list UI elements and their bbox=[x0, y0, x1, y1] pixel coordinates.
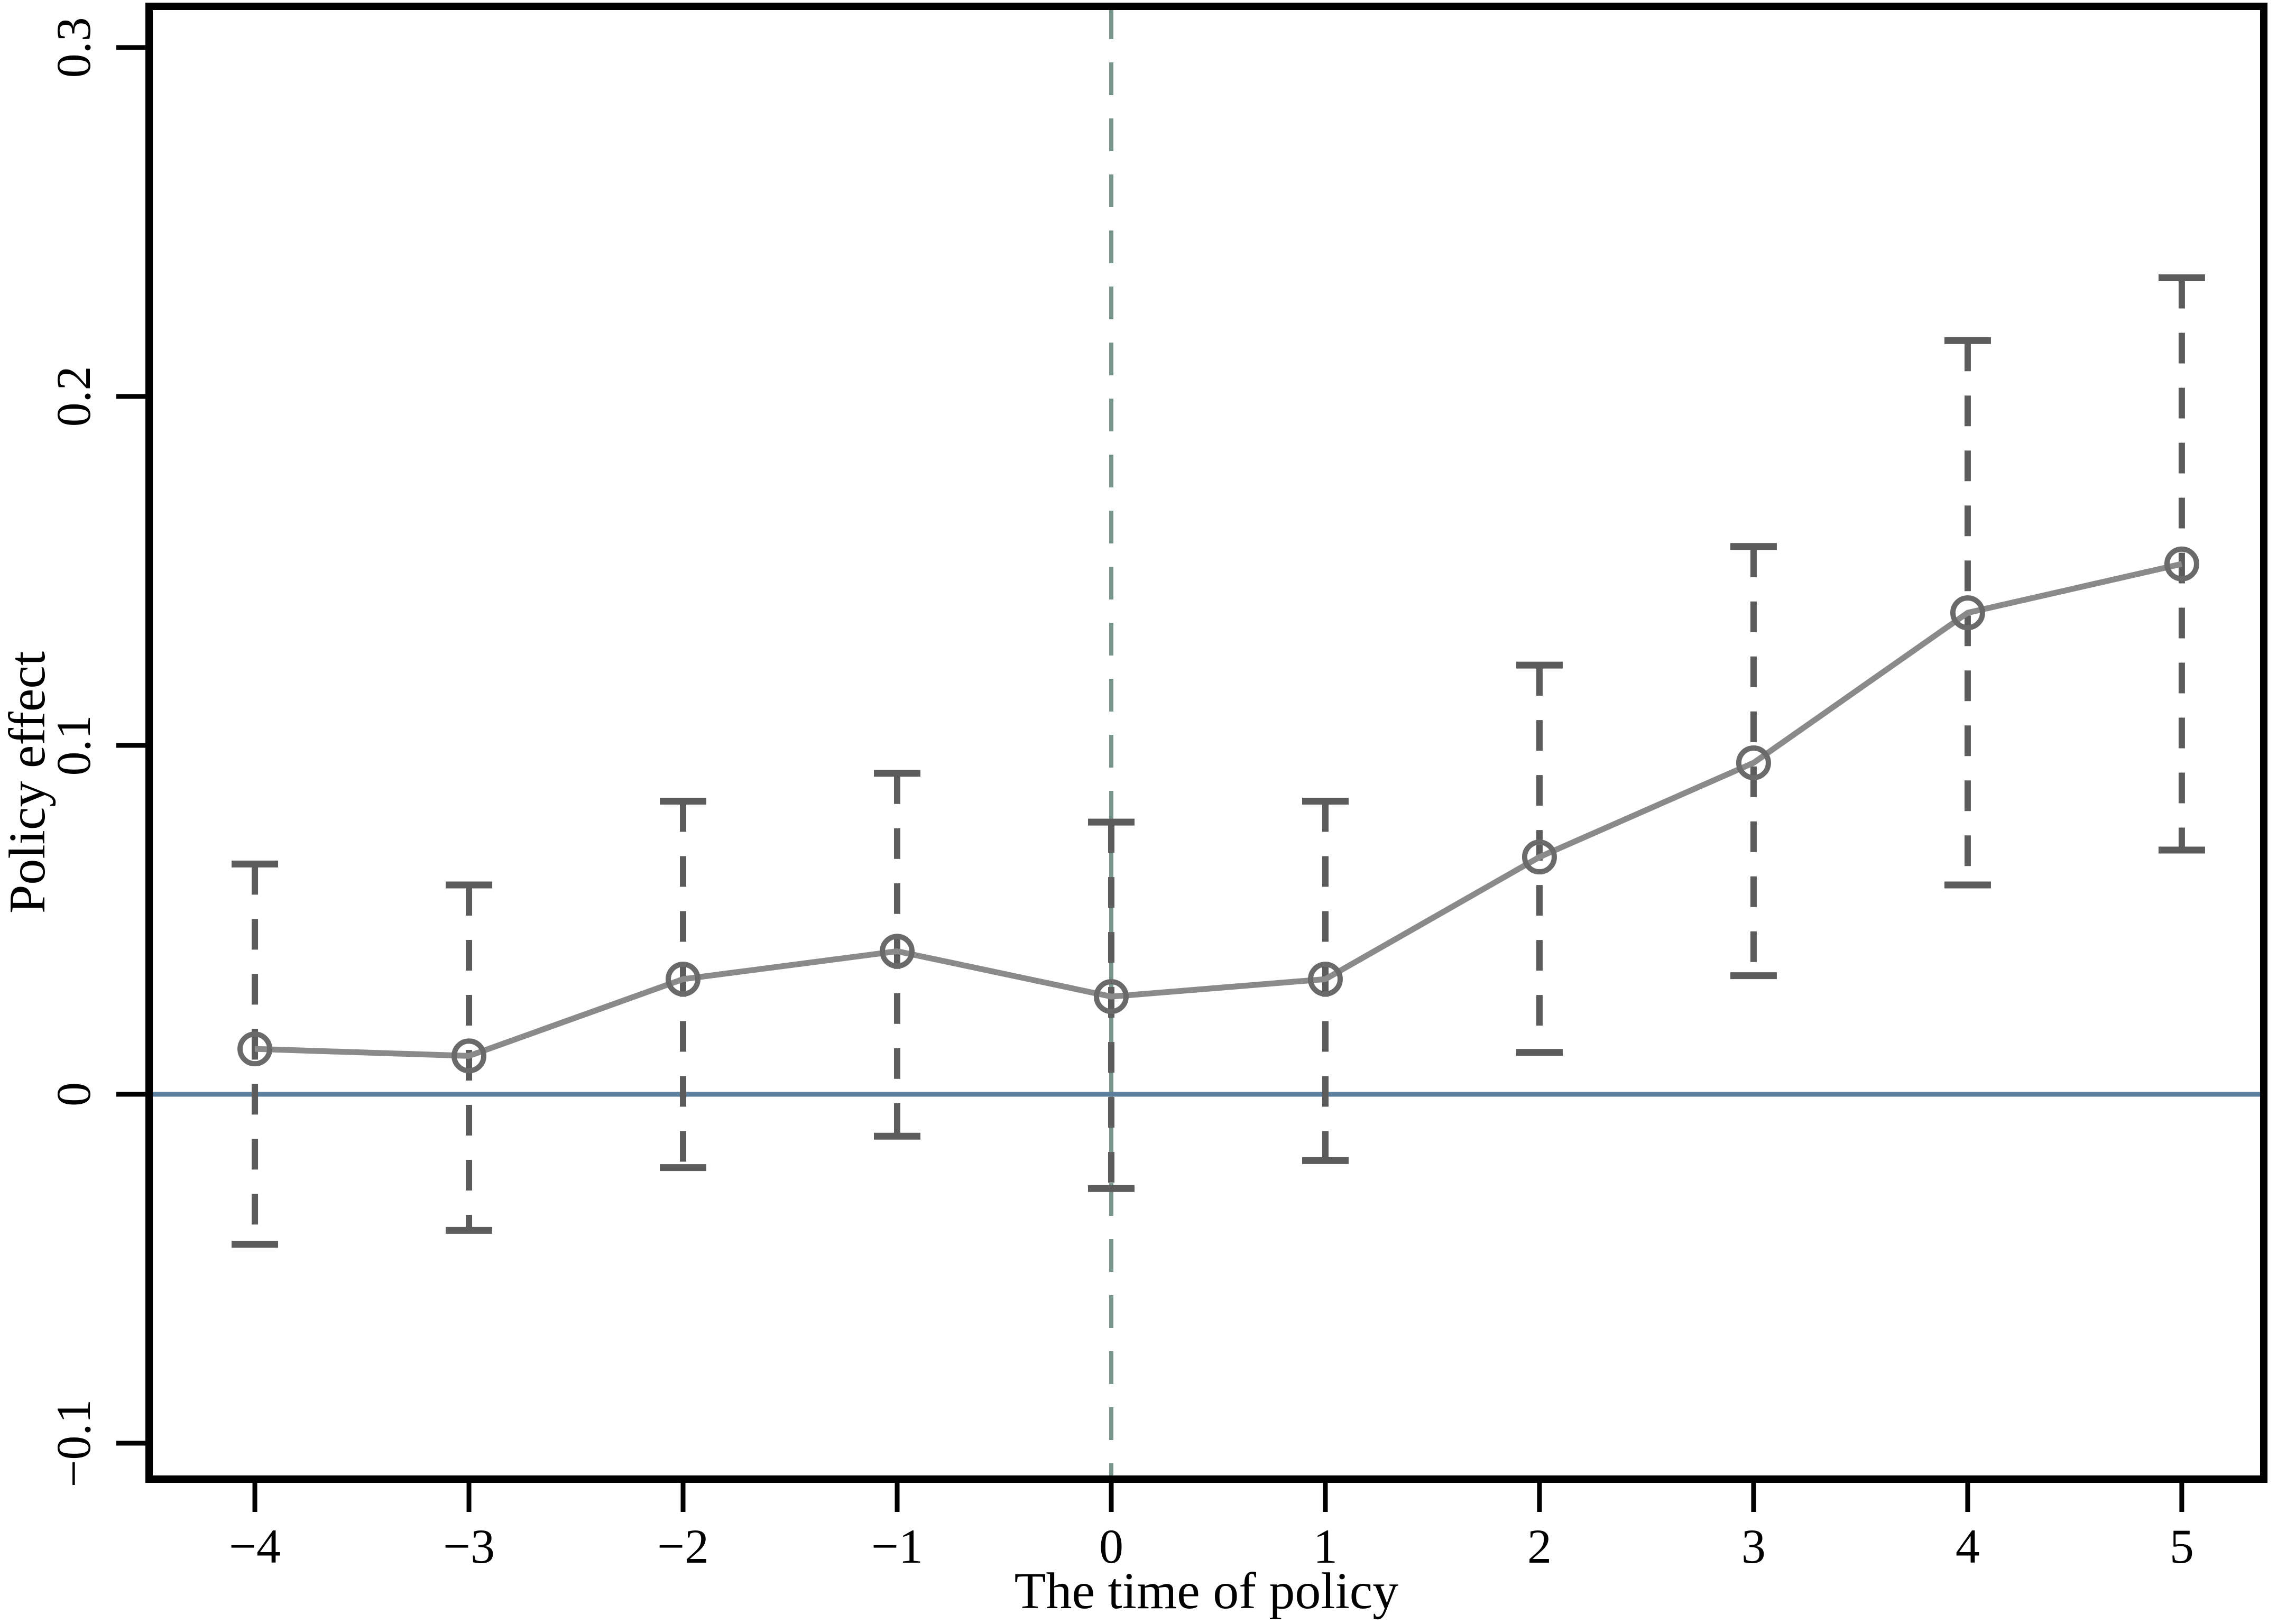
x-tick-label: 2 bbox=[1527, 1519, 1552, 1573]
plot-frame bbox=[145, 3, 2267, 1483]
x-tick-label: −1 bbox=[871, 1519, 923, 1573]
x-tick-label: 4 bbox=[1956, 1519, 1980, 1573]
data-point-marker bbox=[451, 1038, 487, 1074]
data-point-marker bbox=[666, 962, 701, 997]
y-tick-label: 0.1 bbox=[47, 715, 100, 776]
x-tick-label: −3 bbox=[443, 1519, 495, 1573]
y-tick-label: 0.3 bbox=[47, 17, 100, 78]
data-point-marker bbox=[1950, 595, 1985, 631]
x-tick-label: 5 bbox=[2170, 1519, 2194, 1573]
data-point-marker bbox=[1522, 839, 1557, 875]
x-tick-label: 3 bbox=[1741, 1519, 1766, 1573]
series-line bbox=[254, 561, 2183, 1059]
y-tick-label: 0 bbox=[47, 1082, 100, 1106]
data-point-marker bbox=[1093, 979, 1129, 1014]
x-tick-label: −4 bbox=[229, 1519, 281, 1573]
x-tick-label: −2 bbox=[657, 1519, 709, 1573]
x-axis-title: The time of policy bbox=[1015, 1563, 1399, 1620]
x-tick-label: 1 bbox=[1313, 1519, 1338, 1573]
data-point-marker bbox=[880, 934, 915, 969]
data-point-marker bbox=[237, 1031, 273, 1067]
y-tick-label: 0.2 bbox=[47, 366, 100, 427]
data-point-marker bbox=[2164, 546, 2199, 582]
data-point-marker bbox=[1736, 745, 1771, 780]
y-axis-title: Policy effect bbox=[0, 651, 56, 914]
y-tick-label: −0.1 bbox=[47, 1399, 100, 1488]
x-tick-label: 0 bbox=[1099, 1519, 1123, 1573]
data-point-marker bbox=[1307, 962, 1343, 997]
